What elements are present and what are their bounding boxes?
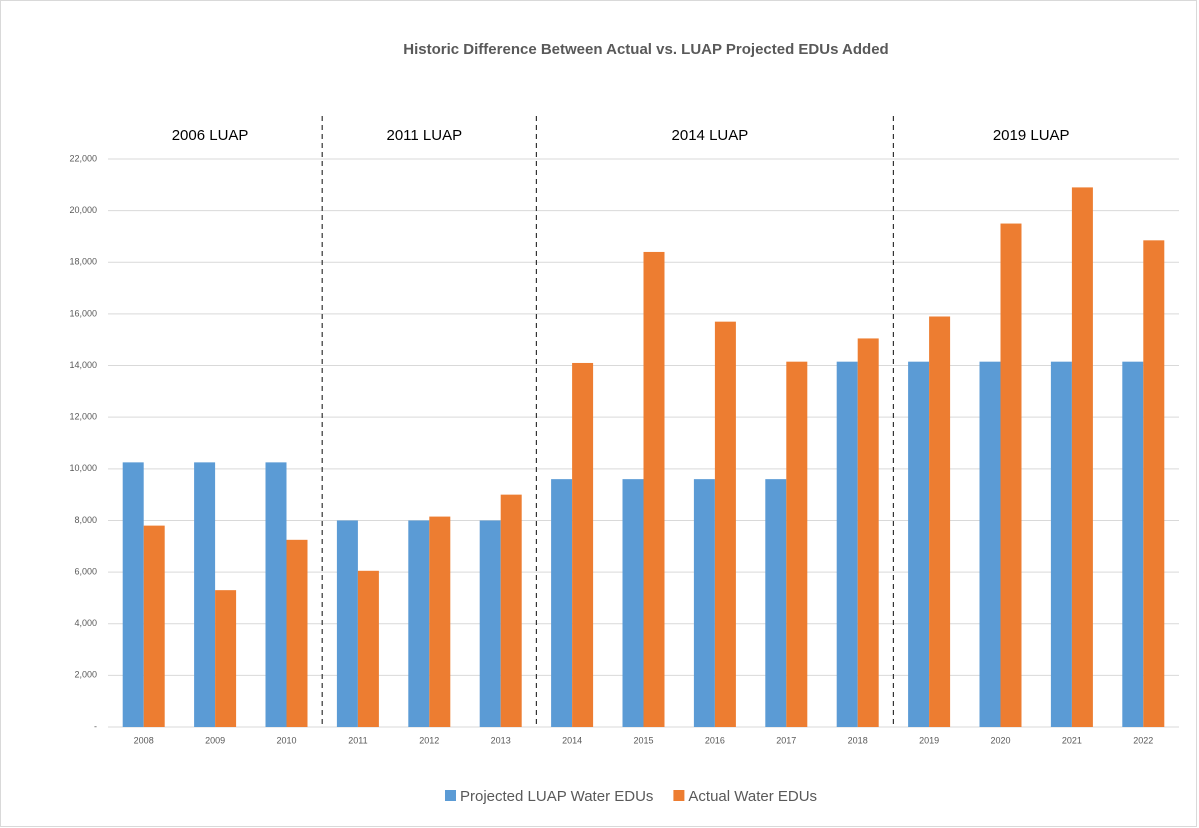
x-tick-label: 2014 — [562, 735, 582, 745]
legend-swatch — [673, 790, 685, 801]
x-tick-label: 2016 — [705, 735, 725, 745]
bar — [979, 361, 1001, 727]
legend-label: Projected LUAP Water EDUs — [460, 788, 653, 805]
bar — [786, 361, 808, 727]
y-tick-label: 18,000 — [69, 257, 97, 267]
bar — [836, 361, 858, 727]
bar — [908, 361, 930, 727]
bar — [572, 362, 594, 727]
bar — [1050, 361, 1072, 727]
y-tick-label: 8,000 — [74, 515, 97, 525]
x-tick-label: 2012 — [419, 735, 439, 745]
x-tick-label: 2015 — [633, 735, 653, 745]
bar — [765, 479, 787, 727]
bar — [336, 520, 358, 727]
bar — [143, 525, 165, 727]
period-label: 2006 LUAP — [172, 127, 249, 144]
bar — [500, 494, 522, 727]
bar — [194, 462, 216, 727]
bar — [622, 479, 644, 727]
x-tick-label: 2021 — [1062, 735, 1082, 745]
y-tick-label: 10,000 — [69, 463, 97, 473]
bar — [929, 316, 951, 727]
y-tick-label: - — [94, 721, 97, 731]
bar — [857, 338, 879, 727]
x-tick-label: 2010 — [276, 735, 296, 745]
y-tick-label: 4,000 — [74, 618, 97, 628]
bar — [479, 520, 501, 727]
bar — [357, 570, 379, 727]
bar — [1071, 187, 1093, 727]
bar — [1143, 240, 1165, 727]
x-tick-label: 2019 — [919, 735, 939, 745]
bar — [286, 539, 308, 727]
bar — [1122, 361, 1144, 727]
x-tick-label: 2008 — [134, 735, 154, 745]
x-tick-label: 2009 — [205, 735, 225, 745]
y-tick-label: 16,000 — [69, 308, 97, 318]
x-tick-label: 2020 — [990, 735, 1010, 745]
legend-swatch — [445, 790, 456, 801]
bar — [551, 479, 573, 727]
bar — [265, 462, 287, 727]
period-label: 2014 LUAP — [672, 127, 749, 144]
y-tick-label: 22,000 — [69, 153, 97, 163]
bar — [429, 516, 451, 727]
y-tick-label: 14,000 — [69, 360, 97, 370]
bar — [122, 462, 144, 727]
bar — [1000, 223, 1022, 727]
bar — [408, 520, 430, 727]
x-tick-label: 2011 — [348, 735, 367, 745]
y-tick-label: 12,000 — [69, 412, 97, 422]
x-tick-label: 2018 — [848, 735, 868, 745]
legend-label: Actual Water EDUs — [688, 788, 817, 805]
bar — [693, 479, 715, 727]
bar — [714, 321, 736, 727]
y-tick-label: 2,000 — [74, 670, 97, 680]
period-label: 2019 LUAP — [993, 127, 1070, 144]
x-tick-label: 2022 — [1133, 735, 1153, 745]
chart-title: Historic Difference Between Actual vs. L… — [403, 41, 888, 58]
y-tick-label: 6,000 — [74, 566, 97, 576]
x-tick-label: 2017 — [776, 735, 796, 745]
bar — [215, 590, 237, 727]
period-label: 2011 LUAP — [386, 127, 462, 144]
y-tick-label: 20,000 — [69, 205, 97, 215]
bar — [643, 251, 665, 728]
x-tick-label: 2013 — [491, 735, 511, 745]
